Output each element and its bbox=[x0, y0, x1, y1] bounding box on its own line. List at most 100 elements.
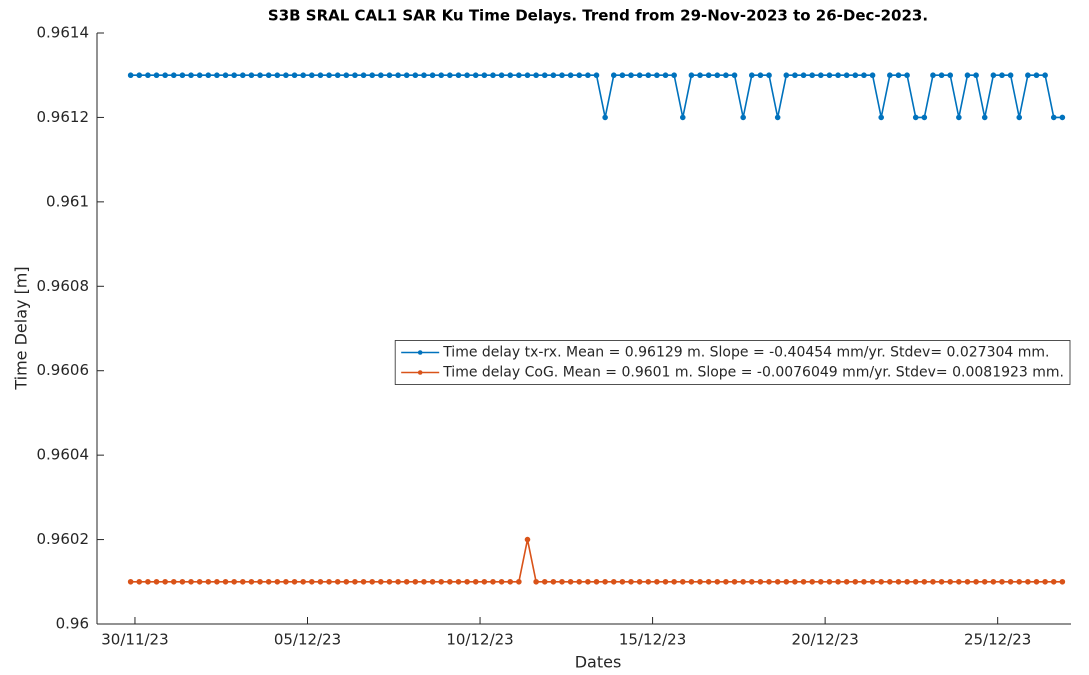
data-point bbox=[421, 72, 427, 79]
data-point bbox=[688, 578, 695, 585]
data-point bbox=[818, 72, 824, 79]
data-point bbox=[188, 72, 194, 79]
data-point bbox=[429, 72, 436, 79]
data-point bbox=[852, 72, 859, 79]
data-point bbox=[170, 72, 177, 79]
data-point bbox=[990, 578, 997, 585]
data-point bbox=[576, 578, 583, 585]
y-tick-label: 0.9604 bbox=[37, 446, 90, 464]
data-point bbox=[153, 72, 160, 79]
data-point bbox=[455, 578, 462, 585]
data-point bbox=[507, 578, 514, 585]
data-point bbox=[705, 578, 712, 585]
data-point bbox=[645, 578, 652, 585]
data-point bbox=[1033, 72, 1040, 79]
data-point bbox=[636, 578, 643, 585]
data-point bbox=[490, 72, 496, 79]
data-point bbox=[429, 578, 436, 585]
data-point bbox=[1016, 578, 1023, 585]
data-point bbox=[309, 72, 315, 79]
data-point bbox=[205, 578, 212, 585]
data-point bbox=[999, 72, 1005, 79]
data-point bbox=[214, 578, 220, 585]
data-point bbox=[352, 72, 358, 79]
data-point bbox=[869, 578, 876, 585]
data-point bbox=[1025, 578, 1031, 585]
data-point bbox=[447, 72, 453, 79]
data-point bbox=[861, 72, 867, 79]
legend: Time delay tx-rx. Mean = 0.96129 m. Slop… bbox=[394, 340, 1071, 385]
data-point bbox=[748, 578, 755, 585]
data-point bbox=[559, 72, 565, 79]
data-point bbox=[472, 578, 479, 585]
data-point bbox=[973, 578, 979, 585]
data-point bbox=[343, 72, 350, 79]
data-point bbox=[205, 72, 212, 79]
data-point bbox=[697, 72, 703, 79]
data-point bbox=[1042, 578, 1048, 585]
data-point bbox=[602, 114, 608, 121]
x-tick-label: 15/12/23 bbox=[619, 631, 686, 649]
data-point bbox=[516, 578, 522, 585]
data-point bbox=[740, 114, 746, 121]
legend-marker bbox=[417, 370, 423, 375]
data-point bbox=[714, 578, 721, 585]
data-point bbox=[239, 72, 246, 79]
data-point bbox=[516, 72, 522, 79]
data-point bbox=[904, 578, 910, 585]
data-point bbox=[352, 578, 358, 585]
data-point bbox=[861, 578, 867, 585]
data-point bbox=[455, 72, 462, 79]
data-point bbox=[1033, 578, 1040, 585]
data-point bbox=[196, 72, 203, 79]
data-point bbox=[973, 72, 979, 79]
data-point bbox=[369, 72, 376, 79]
data-point bbox=[654, 72, 660, 79]
data-point bbox=[818, 578, 824, 585]
data-point bbox=[127, 72, 134, 79]
data-point bbox=[231, 72, 237, 79]
data-point bbox=[291, 72, 298, 79]
data-point bbox=[472, 72, 479, 79]
data-point bbox=[757, 578, 764, 585]
data-point bbox=[843, 578, 850, 585]
data-point bbox=[852, 578, 859, 585]
data-point bbox=[887, 72, 893, 79]
data-point bbox=[283, 72, 289, 79]
data-point bbox=[481, 72, 488, 79]
data-point bbox=[757, 72, 764, 79]
data-point bbox=[360, 578, 367, 585]
data-point bbox=[895, 72, 902, 79]
data-point bbox=[705, 72, 712, 79]
data-point bbox=[809, 578, 815, 585]
data-point bbox=[421, 578, 427, 585]
data-point bbox=[610, 578, 617, 585]
data-point bbox=[386, 578, 393, 585]
data-point bbox=[783, 72, 790, 79]
data-point bbox=[774, 578, 781, 585]
data-point bbox=[628, 72, 634, 79]
y-tick-label: 0.9602 bbox=[37, 530, 90, 548]
data-point bbox=[878, 114, 885, 121]
data-point bbox=[895, 578, 902, 585]
data-point bbox=[956, 578, 962, 585]
data-point bbox=[1025, 72, 1031, 79]
data-point bbox=[464, 578, 470, 585]
data-point bbox=[300, 72, 306, 79]
data-point bbox=[792, 578, 798, 585]
data-point bbox=[231, 578, 237, 585]
data-point bbox=[619, 72, 626, 79]
data-point bbox=[507, 72, 514, 79]
data-point bbox=[265, 72, 272, 79]
data-point bbox=[585, 578, 591, 585]
data-point bbox=[697, 578, 703, 585]
data-point bbox=[1059, 114, 1066, 121]
data-point bbox=[930, 72, 936, 79]
y-tick-label: 0.96 bbox=[56, 615, 89, 633]
data-point bbox=[550, 72, 557, 79]
data-point bbox=[1042, 72, 1048, 79]
x-tick-label: 10/12/23 bbox=[446, 631, 513, 649]
data-point bbox=[723, 578, 729, 585]
